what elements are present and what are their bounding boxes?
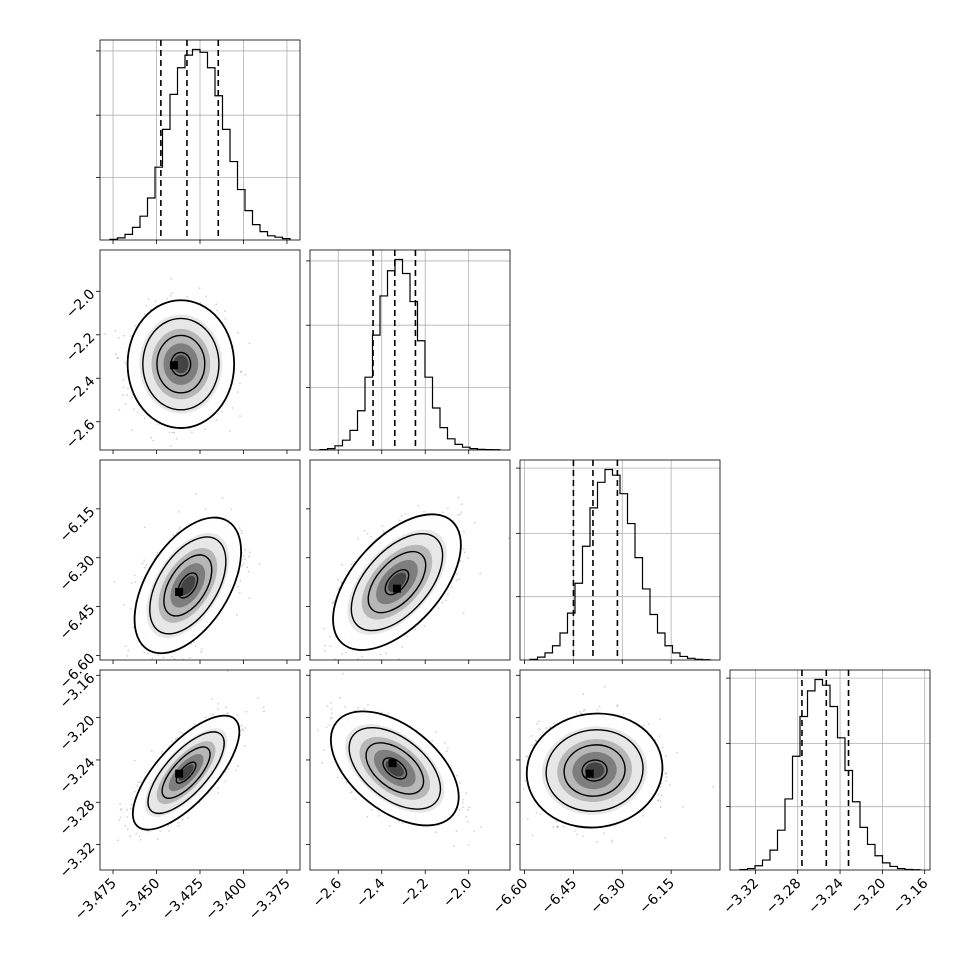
pair-contour-1-3-0 <box>329 710 460 827</box>
pair-panel-0-3 <box>96 669 301 874</box>
hist-2-bars <box>529 468 711 661</box>
y-tick-label-1-3: −2.0 <box>63 286 98 321</box>
y-tick-label-3-0: −3.32 <box>57 840 99 882</box>
pair-peak-0-3 <box>175 769 184 778</box>
pair-contour-1-2-1 <box>350 532 444 632</box>
pair-contour-2-3-3 <box>581 759 608 782</box>
y-tick-label-1-2: −2.2 <box>63 330 98 365</box>
pair-contour-0-1-1 <box>142 317 220 411</box>
x-tick-label-0-3: −3.400 <box>202 876 250 924</box>
hist-panel-3 <box>726 669 931 874</box>
y-tick-label-2-2: −6.30 <box>57 553 99 595</box>
x-tick-label-0-0: −3.475 <box>72 876 120 924</box>
y-tick-label-2-3: −6.15 <box>57 504 99 546</box>
pair-contour-0-3-2 <box>161 746 211 799</box>
x-tick-label-1-0: −2.6 <box>310 875 345 910</box>
y-tick-label-1-1: −2.4 <box>63 373 98 408</box>
pair-contour-2-3-0 <box>525 712 664 829</box>
pair-peak-0-2 <box>175 587 184 596</box>
pair-panel-2-3 <box>516 669 721 874</box>
x-tick-label-2-3: −6.15 <box>636 876 678 918</box>
pair-panel-1-3 <box>306 669 511 874</box>
pair-contour-1-3-2 <box>365 742 425 795</box>
pair-contour-0-1-0 <box>126 299 236 429</box>
hist-3-bars <box>739 678 921 871</box>
y-tick-label-1-0: −2.6 <box>63 417 98 452</box>
x-tick-label-0-4: −3.375 <box>246 876 294 924</box>
hist-panel-2 <box>516 459 721 664</box>
y-tick-label-3-2: −3.24 <box>57 755 99 797</box>
pair-frame-1-3 <box>309 669 511 871</box>
pair-peak-1-3 <box>388 759 397 768</box>
pair-contour-1-2-2 <box>367 550 427 614</box>
x-tick-label-0-2: −3.425 <box>159 876 207 924</box>
x-tick-label-1-3: −2.0 <box>440 876 475 911</box>
pair-density-1-2-4 <box>387 572 407 592</box>
pair-frame-1-2 <box>309 459 511 661</box>
pair-peak-0-1 <box>169 361 178 370</box>
pair-contour-1-2-3 <box>384 568 410 596</box>
pair-contour-0-1-2 <box>156 334 206 394</box>
x-tick-label-1-1: −2.4 <box>353 875 388 910</box>
pair-contour-0-2-2 <box>163 554 213 617</box>
x-tick-label-1-2: −2.2 <box>397 876 432 911</box>
x-tick-label-2-0: −6.60 <box>490 876 532 918</box>
pair-contour-0-3-3 <box>175 761 197 784</box>
pair-peak-2-3 <box>585 769 594 778</box>
x-tick-label-0-1: −3.450 <box>115 876 163 924</box>
pair-frame-2-3 <box>519 669 721 871</box>
y-tick-label-3-1: −3.28 <box>57 797 99 839</box>
x-tick-label-2-1: −6.45 <box>539 876 581 918</box>
x-tick-label-3-4: −3.16 <box>890 875 932 917</box>
pair-contour-0-3-0 <box>131 714 241 831</box>
x-tick-label-2-2: −6.30 <box>587 876 629 918</box>
pair-contour-1-3-1 <box>348 726 442 810</box>
hist-panel-1 <box>306 249 511 454</box>
hist-0-bars <box>109 48 291 240</box>
pair-contour-0-2-0 <box>133 516 242 655</box>
y-tick-label-3-3: −3.20 <box>57 713 99 755</box>
pair-contour-0-2-1 <box>149 536 227 635</box>
hist-panel-frame-1 <box>309 249 511 451</box>
x-tick-label-3-1: −3.28 <box>763 876 805 918</box>
pair-panel-0-1 <box>96 249 301 454</box>
hist-panel-frame-2 <box>519 459 721 661</box>
pair-panel-1-2 <box>306 459 511 664</box>
x-tick-label-3-3: −3.20 <box>848 876 890 918</box>
x-tick-label-3-2: −3.24 <box>805 875 847 917</box>
pair-contour-0-3-1 <box>147 731 225 815</box>
pair-peak-1-2 <box>392 584 401 593</box>
y-tick-label-2-1: −6.45 <box>57 602 99 644</box>
pair-panel-0-2 <box>96 459 301 664</box>
hist-panel-frame-3 <box>729 669 931 871</box>
pair-contour-2-3-2 <box>563 744 626 797</box>
x-tick-label-3-0: −3.32 <box>721 876 763 918</box>
hist-panel-0 <box>96 39 301 244</box>
hist-1-bars <box>319 258 501 451</box>
pair-contour-1-2-0 <box>332 513 462 651</box>
pair-contour-1-3-3 <box>382 757 408 780</box>
pair-contour-0-2-3 <box>177 572 199 599</box>
pair-contour-2-3-1 <box>545 729 644 812</box>
